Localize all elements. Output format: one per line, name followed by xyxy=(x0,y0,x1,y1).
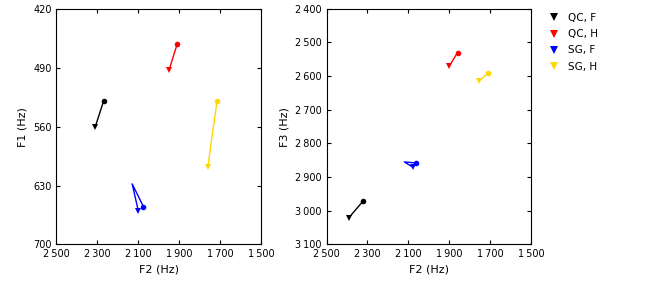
X-axis label: F2 (Hz): F2 (Hz) xyxy=(409,265,449,275)
X-axis label: F2 (Hz): F2 (Hz) xyxy=(139,265,179,275)
Y-axis label: F1 (Hz): F1 (Hz) xyxy=(17,107,27,147)
Y-axis label: F3 (Hz): F3 (Hz) xyxy=(280,107,290,147)
Legend: QC, F, QC, H, SG, F, SG, H: QC, F, QC, H, SG, F, SG, H xyxy=(539,9,602,76)
